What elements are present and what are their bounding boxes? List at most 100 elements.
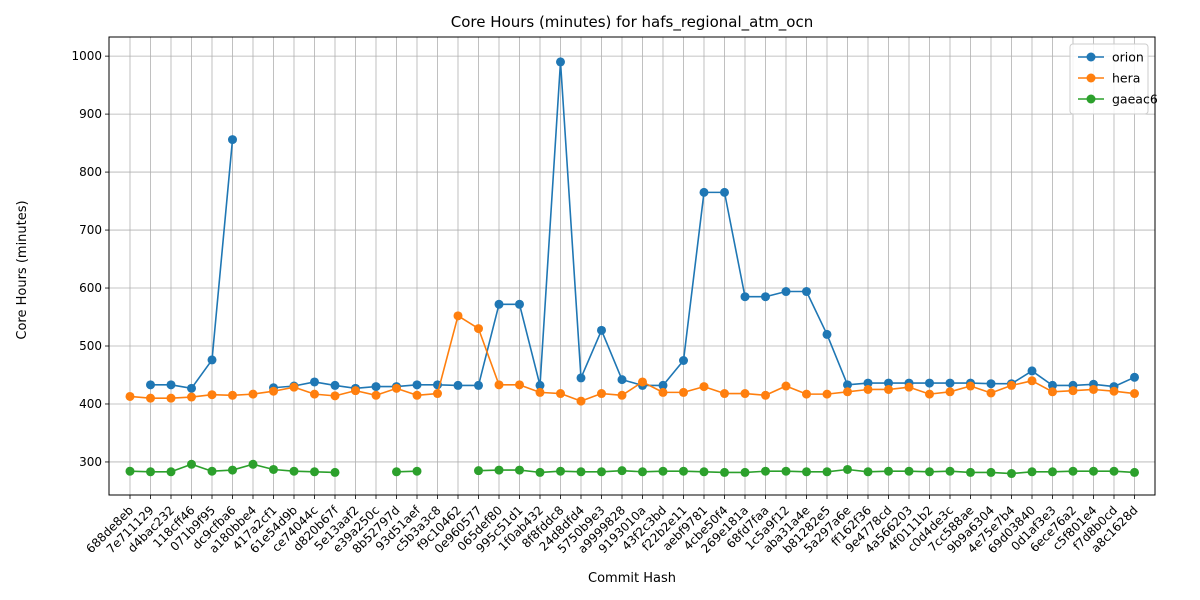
data-point-hera (289, 382, 299, 392)
data-point-gaeac6 (781, 466, 791, 476)
data-point-hera (1068, 386, 1078, 396)
data-point-orion (597, 325, 606, 335)
data-point-hera (351, 386, 360, 396)
data-point-gaeac6 (474, 466, 483, 476)
data-point-hera (1089, 384, 1098, 394)
data-point-orion (740, 292, 750, 302)
data-point-orion (1027, 366, 1037, 376)
data-point-hera (330, 391, 340, 401)
data-point-gaeac6 (1089, 466, 1098, 476)
data-point-hera (966, 381, 975, 391)
data-point-hera (1007, 380, 1016, 390)
legend-marker (1086, 73, 1096, 83)
y-tick-label: 600 (79, 281, 102, 295)
data-point-gaeac6 (556, 466, 565, 476)
data-point-gaeac6 (125, 466, 135, 476)
data-point-hera (986, 388, 996, 398)
legend-label: orion (1112, 50, 1144, 65)
data-point-hera (740, 389, 750, 399)
data-point-orion (187, 383, 196, 393)
series-hera (125, 311, 1139, 406)
series-layer (125, 57, 1139, 479)
data-point-orion (535, 380, 545, 390)
data-point-gaeac6 (535, 467, 545, 477)
data-point-hera (679, 387, 688, 397)
data-point-hera (1027, 376, 1037, 386)
legend-item-orion: orion (1078, 50, 1144, 65)
data-point-gaeac6 (884, 466, 893, 476)
data-point-orion (228, 135, 237, 145)
legend-label: hera (1112, 71, 1140, 86)
legend-marker (1086, 52, 1096, 62)
data-point-orion (146, 380, 155, 390)
data-point-gaeac6 (310, 467, 319, 477)
data-point-orion (863, 378, 873, 388)
data-point-gaeac6 (576, 467, 586, 477)
data-point-orion (884, 378, 893, 388)
data-point-gaeac6 (1027, 467, 1037, 477)
data-point-orion (494, 299, 504, 309)
data-point-hera (904, 382, 914, 392)
data-point-gaeac6 (494, 465, 504, 475)
data-point-gaeac6 (699, 467, 709, 477)
data-point-gaeac6 (289, 466, 299, 476)
data-point-orion (761, 292, 770, 302)
plot-background (109, 37, 1155, 495)
data-point-gaeac6 (392, 467, 401, 477)
data-point-hera (863, 384, 873, 394)
data-point-gaeac6 (822, 467, 832, 477)
data-point-gaeac6 (412, 466, 422, 476)
data-point-orion (474, 380, 483, 390)
data-point-hera (392, 383, 401, 393)
data-point-orion (720, 187, 729, 197)
y-tick-label: 700 (79, 223, 102, 237)
data-point-gaeac6 (904, 466, 914, 476)
data-point-orion (412, 380, 422, 390)
data-point-gaeac6 (658, 466, 668, 476)
data-point-hera (576, 396, 586, 406)
data-point-gaeac6 (925, 467, 934, 477)
data-point-gaeac6 (802, 467, 811, 477)
legend-marker (1086, 94, 1096, 104)
data-point-hera (371, 390, 381, 400)
data-point-hera (781, 381, 791, 391)
y-tick-label: 900 (79, 107, 102, 121)
data-point-orion (330, 380, 340, 390)
data-point-hera (535, 387, 545, 397)
data-point-gaeac6 (515, 465, 524, 475)
data-point-hera (822, 389, 832, 399)
chart-title: Core Hours (minutes) for hafs_regional_a… (451, 13, 814, 32)
x-axis-title: Commit Hash (588, 571, 676, 586)
data-point-hera (945, 387, 955, 397)
data-point-gaeac6 (843, 464, 852, 474)
data-point-hera (1130, 389, 1139, 399)
data-point-orion (1130, 372, 1139, 382)
data-point-hera (617, 390, 627, 400)
data-point-orion (986, 379, 996, 389)
data-point-orion (699, 187, 709, 197)
data-point-hera (433, 389, 442, 399)
data-point-gaeac6 (166, 467, 176, 477)
data-point-hera (166, 393, 176, 403)
data-point-orion (802, 287, 811, 297)
data-point-gaeac6 (228, 465, 237, 475)
data-point-hera (658, 387, 668, 397)
data-point-orion (556, 57, 565, 67)
data-point-gaeac6 (638, 467, 647, 477)
data-point-hera (597, 389, 606, 399)
data-point-gaeac6 (740, 467, 750, 477)
data-point-gaeac6 (617, 466, 627, 476)
data-point-orion (576, 373, 586, 383)
data-point-hera (187, 392, 196, 402)
y-axis: 300 400 500 600 700 800 900 1000 (71, 49, 109, 469)
data-point-gaeac6 (966, 467, 975, 477)
data-point-hera (125, 391, 135, 401)
plot-frame (108, 36, 1156, 496)
data-point-orion (515, 299, 524, 309)
legend-label: gaeac6 (1112, 92, 1158, 107)
data-point-orion (617, 375, 627, 385)
data-point-gaeac6 (597, 467, 606, 477)
data-point-gaeac6 (761, 466, 770, 476)
data-point-orion (1048, 380, 1057, 390)
